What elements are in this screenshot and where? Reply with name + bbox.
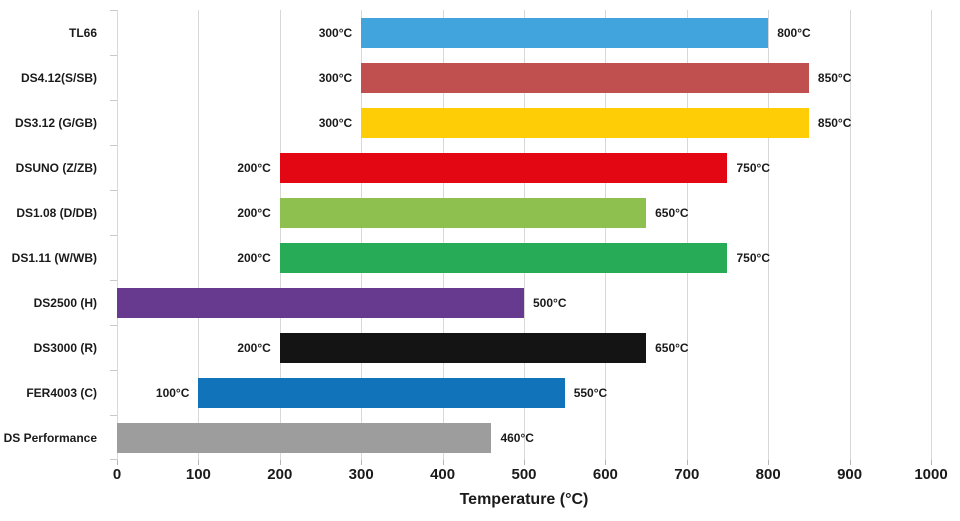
category-label: DS1.08 (D/DB) (16, 205, 97, 220)
bar-row: 200°C 750°C (117, 145, 931, 190)
category-label: DS3.12 (G/GB) (14, 115, 97, 130)
bar-row: 100°C 550°C (117, 370, 931, 415)
bar-end-label: 650°C (655, 205, 689, 220)
bar-start-label: 200°C (237, 250, 271, 265)
bar-start-label: 200°C (237, 160, 271, 175)
x-axis-tick-600 (605, 460, 607, 465)
y-axis-tick (110, 415, 117, 416)
x-tick-label: 500 (511, 466, 537, 483)
range-bar (361, 107, 809, 138)
x-axis-tick-0 (117, 460, 118, 465)
bar-start-label: 300°C (318, 70, 353, 85)
y-axis-tick (110, 459, 117, 460)
bar-start-label: 200°C (237, 205, 271, 220)
x-tick-label: 900 (837, 466, 863, 483)
x-tick-label: 600 (592, 466, 618, 483)
gridline-700 (686, 10, 688, 460)
gridline-800 (768, 10, 770, 460)
x-tick-label: 100 (185, 466, 211, 483)
x-axis-title: Temperature (°C) (459, 491, 589, 508)
bar-row: 460°C (117, 415, 931, 460)
x-tick-label: 700 (674, 466, 700, 483)
bar-start-label: 200°C (237, 340, 271, 355)
gridline-100 (198, 10, 200, 460)
x-tick-label: 800 (755, 466, 781, 483)
category-label: DS2500 (H) (33, 295, 97, 310)
x-axis-tick-800 (768, 460, 770, 465)
bar-start-label: 100°C (155, 385, 190, 400)
gridline-500 (524, 10, 525, 460)
y-axis-tick (110, 145, 117, 146)
x-tick-label: 300 (348, 466, 374, 483)
category-label: DSUNO (Z/ZB) (15, 160, 97, 175)
category-label: FER4003 (C) (26, 385, 97, 400)
y-axis-tick (110, 370, 117, 371)
bar-start-label: 300°C (318, 115, 353, 130)
bar-end-label: 460°C (500, 430, 534, 445)
x-axis-tick-100 (198, 460, 200, 465)
range-bar (117, 422, 492, 453)
gridline-0 (117, 10, 118, 460)
range-bar (117, 287, 524, 318)
x-axis-tick-300 (361, 460, 363, 465)
x-tick-label: 400 (430, 466, 456, 483)
category-label: DS4.12(S/SB) (20, 70, 97, 85)
range-bar (279, 332, 647, 363)
y-axis-tick (110, 280, 117, 281)
x-axis-tick-900 (849, 460, 851, 465)
bar-end-label: 500°C (533, 295, 567, 310)
x-tick-label: 1000 (914, 466, 948, 483)
gridline-900 (849, 10, 851, 460)
bar-end-label: 850°C (817, 115, 852, 130)
x-axis-tick-1000 (931, 460, 932, 465)
bar-row: 200°C 650°C (117, 190, 931, 235)
x-axis-tick-400 (442, 460, 444, 465)
bar-end-label: 750°C (736, 160, 771, 175)
range-bar (279, 197, 647, 228)
x-axis-tick-700 (686, 460, 688, 465)
bar-row: 200°C 650°C (117, 325, 931, 370)
x-tick-label: 0 (112, 466, 122, 483)
bar-row: 200°C 750°C (117, 235, 931, 280)
range-bar (361, 17, 769, 48)
bar-row: 300°C 850°C (117, 100, 931, 145)
x-axis-tick-labels: 0 100 200 300 400 500 600 700 800 900 1000 (113, 466, 948, 486)
x-tick-label: 200 (267, 466, 293, 483)
y-axis-tick (110, 100, 117, 101)
gridline-200 (279, 10, 281, 460)
y-axis-tick (110, 55, 117, 56)
bar-end-label: 650°C (655, 340, 689, 355)
bar-end-label: 550°C (573, 385, 608, 400)
bar-end-label: 850°C (817, 70, 852, 85)
gridline-300 (361, 10, 363, 460)
plot-area: 300°C 800°C 300°C 850°C 300°C 850°C 200°C 750°C… (110, 10, 932, 465)
range-bar (279, 242, 728, 273)
category-label: DS1.11 (W/WB) (11, 250, 97, 265)
x-axis-tick-200 (279, 460, 281, 465)
gridline-400 (442, 10, 444, 460)
range-bar (279, 152, 728, 183)
bar-row: 300°C 850°C (117, 55, 931, 100)
bar-end-label: 800°C (777, 25, 811, 40)
bar-end-label: 750°C (736, 250, 771, 265)
range-bar (361, 62, 809, 93)
y-axis-category-labels: TL66 DS4.12(S/SB) DS3.12 (G/GB) DSUNO (Z/ZB… (0, 10, 107, 460)
y-axis-tick (110, 325, 117, 326)
y-axis-tick (110, 10, 117, 11)
bar-row: 300°C 800°C (117, 10, 931, 55)
y-axis-tick (110, 235, 117, 236)
category-label: DS3000 (R) (33, 340, 97, 355)
bar-row: 500°C (117, 280, 931, 325)
gridline-600 (605, 10, 607, 460)
y-axis-tick (110, 190, 117, 191)
category-label: DS Performance (3, 430, 97, 445)
x-axis-tick-500 (524, 460, 525, 465)
gridline-1000 (931, 10, 932, 460)
category-label: TL66 (68, 25, 97, 40)
bar-start-label: 300°C (318, 25, 353, 40)
range-bar (198, 377, 565, 408)
